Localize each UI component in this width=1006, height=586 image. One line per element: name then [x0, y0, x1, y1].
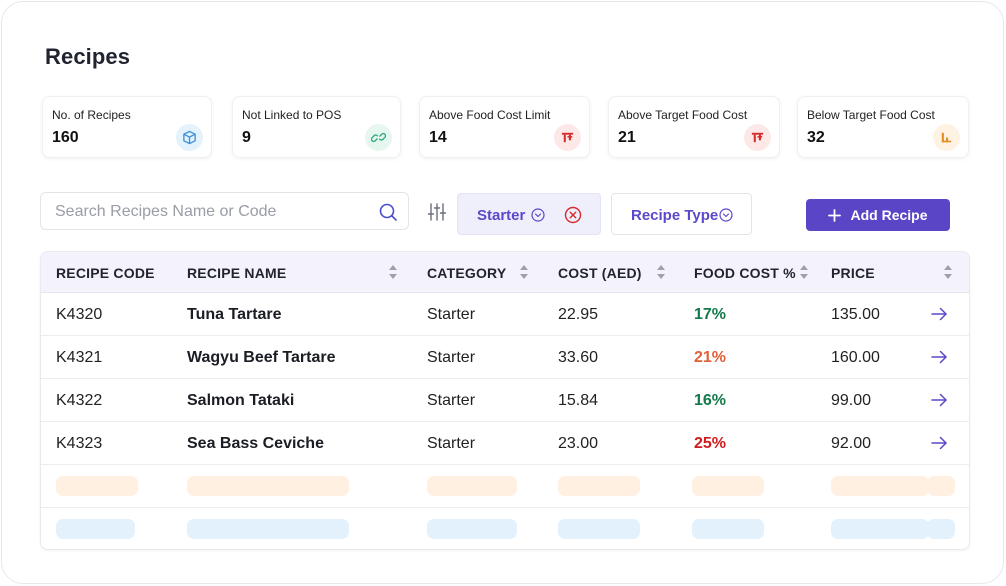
- col-category[interactable]: CATEGORY: [427, 265, 507, 281]
- col-recipe-name[interactable]: RECIPE NAME: [187, 265, 287, 281]
- search-icon[interactable]: [378, 202, 398, 222]
- recipe-code: K4321: [56, 349, 103, 366]
- category-filter-label: Starter: [477, 207, 526, 224]
- skeleton-cell: [692, 476, 764, 496]
- recipe-cost: 15.84: [558, 392, 599, 409]
- recipe-name: Wagyu Beef Tartare: [187, 349, 336, 366]
- add-recipe-label: Add Recipe: [850, 207, 928, 223]
- cost-limit-icon: [554, 124, 581, 151]
- recipe-category: Starter: [427, 392, 476, 409]
- food-cost-pct: 16%: [694, 392, 727, 409]
- skeleton-row: [41, 508, 969, 549]
- cube-icon: [176, 124, 203, 151]
- skeleton-cell: [187, 519, 349, 539]
- recipe-category: Starter: [427, 349, 476, 366]
- table-header: RECIPE CODE RECIPE NAME CATEGORY COST (A…: [41, 252, 969, 293]
- skeleton-cell: [56, 476, 138, 496]
- stat-card-recipes[interactable]: No. of Recipes 160: [42, 96, 212, 158]
- sort-icon[interactable]: [656, 263, 666, 281]
- plus-icon: [828, 208, 842, 222]
- col-food-cost[interactable]: FOOD COST %: [694, 265, 796, 281]
- skeleton-cell: [427, 519, 517, 539]
- table-row[interactable]: K4323 Sea Bass Ceviche Starter 23.00 25%…: [41, 422, 969, 465]
- stat-label: Not Linked to POS: [242, 108, 342, 122]
- skeleton-cell: [427, 476, 517, 496]
- recipe-price: 92.00: [831, 435, 872, 452]
- skeleton-row: [41, 465, 969, 508]
- skeleton-cell: [927, 519, 955, 539]
- stat-value: 9: [242, 129, 251, 146]
- stat-value: 160: [52, 129, 79, 146]
- skeleton-cell: [831, 476, 929, 496]
- recipe-cost: 23.00: [558, 435, 599, 452]
- recipe-cost: 22.95: [558, 306, 599, 323]
- skeleton-cell: [558, 519, 640, 539]
- skeleton-cell: [927, 476, 955, 496]
- recipe-name: Sea Bass Ceviche: [187, 435, 324, 452]
- stat-label: No. of Recipes: [52, 108, 131, 122]
- arrow-right-icon[interactable]: [931, 436, 947, 450]
- recipe-type-label: Recipe Type: [631, 207, 719, 224]
- link-icon: [365, 124, 392, 151]
- stat-label: Above Target Food Cost: [618, 108, 748, 122]
- recipe-cost: 33.60: [558, 349, 599, 366]
- col-recipe-code: RECIPE CODE: [56, 265, 155, 281]
- category-filter-chip[interactable]: Starter: [457, 193, 601, 235]
- recipe-code: K4320: [56, 306, 103, 323]
- chevron-down-icon[interactable]: [531, 208, 545, 222]
- page-title: Recipes: [45, 44, 131, 69]
- food-cost-pct: 25%: [694, 435, 727, 452]
- search-input[interactable]: [55, 201, 365, 223]
- below-target-icon: [933, 124, 960, 151]
- recipe-price: 160.00: [831, 349, 880, 366]
- skeleton-cell: [558, 476, 640, 496]
- stat-card-above-target[interactable]: Above Target Food Cost 21: [608, 96, 780, 158]
- col-cost[interactable]: COST (AED): [558, 265, 642, 281]
- recipe-name: Tuna Tartare: [187, 306, 282, 323]
- arrow-right-icon[interactable]: [931, 350, 947, 364]
- recipe-type-dropdown[interactable]: Recipe Type: [611, 193, 752, 235]
- col-price[interactable]: PRICE: [831, 265, 875, 281]
- sort-icon[interactable]: [519, 263, 529, 281]
- recipe-code: K4322: [56, 392, 103, 409]
- food-cost-pct: 17%: [694, 306, 727, 323]
- recipe-category: Starter: [427, 306, 476, 323]
- stat-value: 21: [618, 129, 636, 146]
- stat-label: Above Food Cost Limit: [429, 108, 551, 122]
- recipes-table: RECIPE CODE RECIPE NAME CATEGORY COST (A…: [40, 251, 970, 550]
- add-recipe-button[interactable]: Add Recipe: [806, 199, 950, 231]
- table-row[interactable]: K4322 Salmon Tataki Starter 15.84 16% 99…: [41, 379, 969, 422]
- recipe-code: K4323: [56, 435, 103, 452]
- stat-cards: No. of Recipes 160 Not Linked to POS 9 A…: [42, 96, 972, 158]
- stat-label: Below Target Food Cost: [807, 108, 935, 122]
- sort-icon[interactable]: [388, 263, 398, 281]
- skeleton-cell: [831, 519, 929, 539]
- food-cost-pct: 21%: [694, 349, 727, 366]
- above-target-icon: [744, 124, 771, 151]
- sort-icon[interactable]: [943, 263, 953, 281]
- stat-card-not-linked[interactable]: Not Linked to POS 9: [232, 96, 401, 158]
- recipe-name: Salmon Tataki: [187, 392, 295, 409]
- stat-card-below-target[interactable]: Below Target Food Cost 32: [797, 96, 969, 158]
- filter-sliders-icon[interactable]: [427, 202, 447, 222]
- table-row[interactable]: K4320 Tuna Tartare Starter 22.95 17% 135…: [41, 293, 969, 336]
- sort-icon[interactable]: [799, 263, 809, 281]
- recipe-price: 99.00: [831, 392, 872, 409]
- stat-value: 32: [807, 129, 825, 146]
- clear-filter-icon[interactable]: [564, 206, 582, 224]
- skeleton-cell: [692, 519, 764, 539]
- stat-card-above-limit[interactable]: Above Food Cost Limit 14: [419, 96, 590, 158]
- recipe-category: Starter: [427, 435, 476, 452]
- skeleton-cell: [187, 476, 349, 496]
- search-box: [40, 192, 409, 230]
- recipe-price: 135.00: [831, 306, 880, 323]
- table-row[interactable]: K4321 Wagyu Beef Tartare Starter 33.60 2…: [41, 336, 969, 379]
- chevron-down-icon[interactable]: [719, 208, 733, 222]
- arrow-right-icon[interactable]: [931, 307, 947, 321]
- stat-value: 14: [429, 129, 447, 146]
- skeleton-cell: [56, 519, 135, 539]
- arrow-right-icon[interactable]: [931, 393, 947, 407]
